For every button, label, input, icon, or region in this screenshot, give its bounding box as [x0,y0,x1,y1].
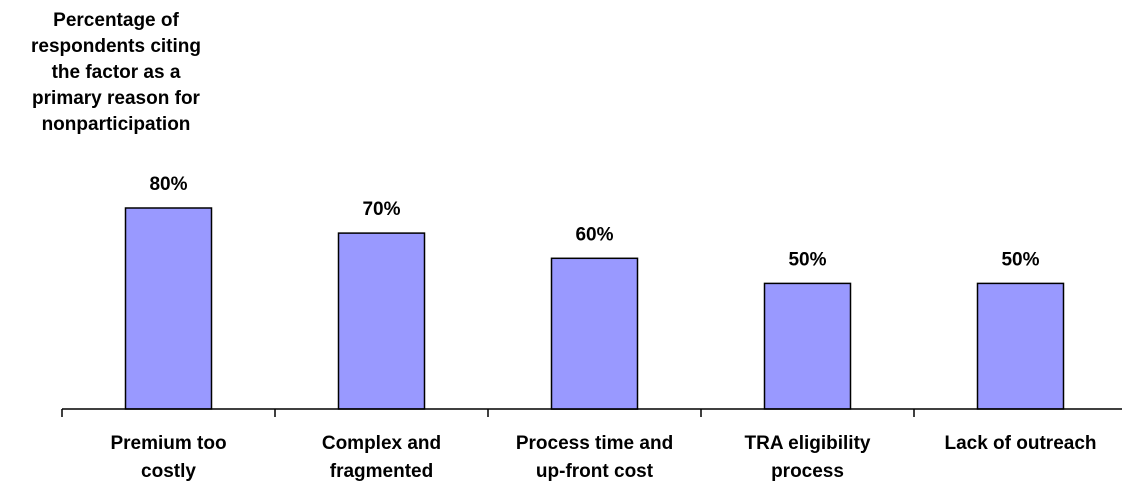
bar-2 [337,232,426,410]
value-label-2: 70% [362,199,400,220]
value-labels-group: 80% 70% 60% 50% 50% [149,174,1039,270]
bar-4 [763,282,852,410]
category-label-5: Lack of outreach [944,433,1096,454]
category-label-3: Process time and up-front cost [516,433,673,482]
value-label-1: 80% [149,174,187,195]
value-label-4: 50% [788,249,826,270]
value-label-3: 60% [575,224,613,245]
category-label-4: TRA eligibility process [745,433,871,482]
category-label-1: Premium too costly [110,433,226,482]
value-label-5: 50% [1001,249,1039,270]
bar-1 [124,207,213,410]
y-axis-label: Percentage of respondents citing the fac… [31,10,201,135]
bar-3 [550,257,639,410]
category-labels-group: Premium too costly Complex and fragmented Pr… [110,433,1096,482]
bar-5 [976,282,1065,410]
x-axis [61,408,1122,417]
category-label-2: Complex and fragmented [322,433,441,482]
